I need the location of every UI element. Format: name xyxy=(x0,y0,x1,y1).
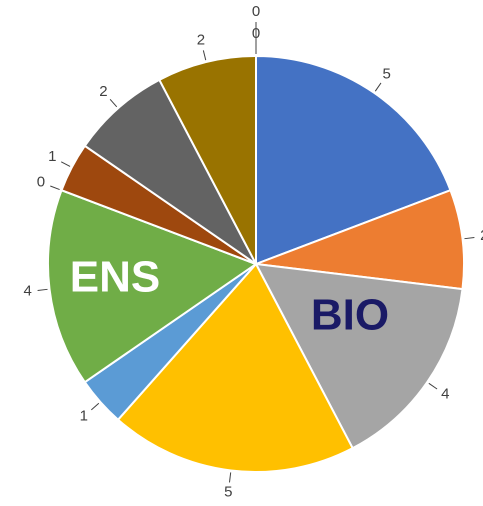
leader-line xyxy=(228,472,232,483)
annotation: BIO xyxy=(311,291,389,340)
slice xyxy=(83,78,257,265)
data-label: 5 xyxy=(382,66,390,83)
data-label: 1 xyxy=(80,407,88,424)
annotation: ENS xyxy=(70,253,160,302)
data-label: 4 xyxy=(441,386,449,403)
data-label: 0 xyxy=(37,173,45,190)
data-label: 0 xyxy=(252,3,260,20)
leader-line xyxy=(109,98,118,108)
leader-line xyxy=(50,185,60,191)
data-labels: 524514012200 xyxy=(24,3,483,500)
slice xyxy=(47,188,259,384)
data-label: 5 xyxy=(224,483,232,500)
leader-line xyxy=(428,382,438,390)
slice xyxy=(116,262,355,473)
leader-line xyxy=(90,402,100,411)
leader-line xyxy=(37,288,48,292)
leader-line xyxy=(464,236,475,240)
data-label: 2 xyxy=(99,83,107,100)
leader-line xyxy=(374,82,382,92)
data-label: 2 xyxy=(197,32,205,49)
slice xyxy=(157,54,257,265)
data-label: 1 xyxy=(48,148,56,165)
data-label: 2 xyxy=(480,227,483,244)
data-label: 4 xyxy=(24,283,32,300)
slice xyxy=(254,262,464,450)
slice xyxy=(255,54,452,266)
slice xyxy=(255,188,465,291)
leader-line xyxy=(60,161,71,167)
leader-line xyxy=(202,50,207,61)
pie xyxy=(47,54,465,473)
